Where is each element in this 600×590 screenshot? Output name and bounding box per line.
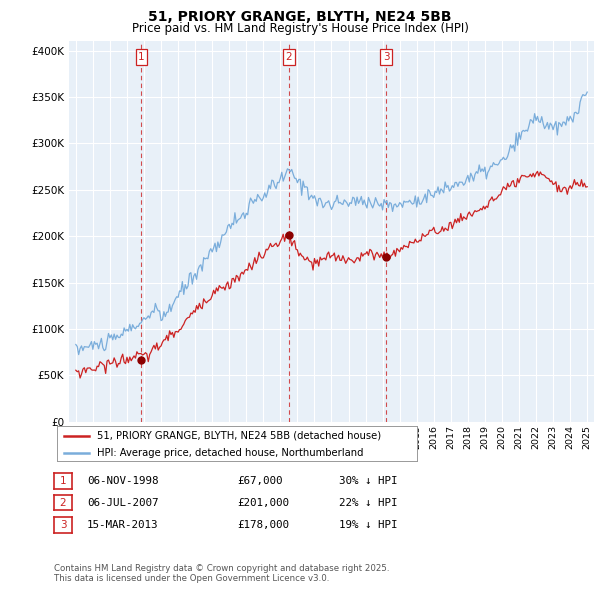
Text: Contains HM Land Registry data © Crown copyright and database right 2025.
This d: Contains HM Land Registry data © Crown c… [54, 563, 389, 583]
Text: 51, PRIORY GRANGE, BLYTH, NE24 5BB: 51, PRIORY GRANGE, BLYTH, NE24 5BB [148, 10, 452, 24]
Text: 3: 3 [59, 520, 67, 530]
Text: 51, PRIORY GRANGE, BLYTH, NE24 5BB (detached house): 51, PRIORY GRANGE, BLYTH, NE24 5BB (deta… [97, 431, 381, 441]
Text: HPI: Average price, detached house, Northumberland: HPI: Average price, detached house, Nort… [97, 448, 363, 457]
Text: £178,000: £178,000 [237, 520, 289, 530]
Text: Price paid vs. HM Land Registry's House Price Index (HPI): Price paid vs. HM Land Registry's House … [131, 22, 469, 35]
Text: 3: 3 [383, 52, 389, 62]
Text: 1: 1 [59, 476, 67, 486]
Text: 19% ↓ HPI: 19% ↓ HPI [339, 520, 397, 530]
Text: 2: 2 [59, 498, 67, 507]
Text: 2: 2 [286, 52, 292, 62]
Text: 15-MAR-2013: 15-MAR-2013 [87, 520, 158, 530]
Text: £201,000: £201,000 [237, 498, 289, 507]
Text: 06-JUL-2007: 06-JUL-2007 [87, 498, 158, 507]
Text: 06-NOV-1998: 06-NOV-1998 [87, 476, 158, 486]
Text: £67,000: £67,000 [237, 476, 283, 486]
Text: 1: 1 [138, 52, 145, 62]
Text: 30% ↓ HPI: 30% ↓ HPI [339, 476, 397, 486]
Text: 22% ↓ HPI: 22% ↓ HPI [339, 498, 397, 507]
